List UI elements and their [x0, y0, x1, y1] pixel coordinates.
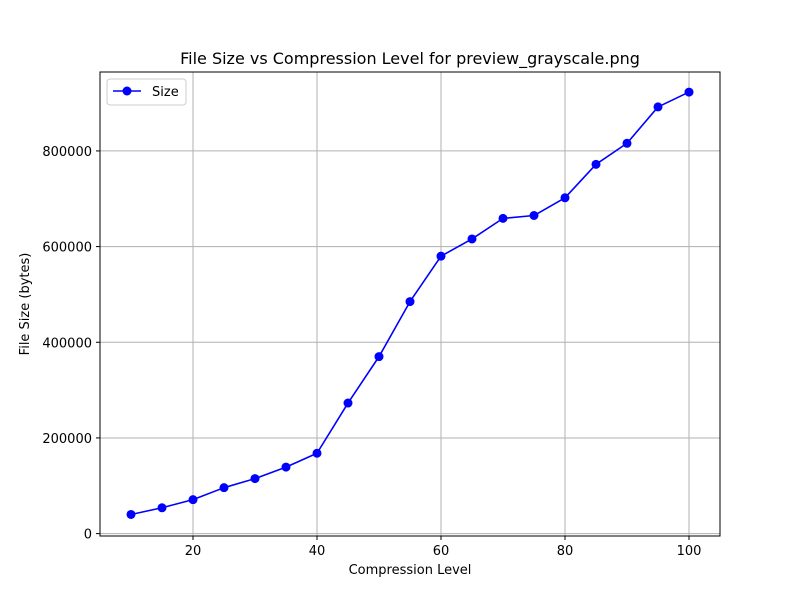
- legend: Size: [106, 78, 187, 106]
- y-axis-label: File Size (bytes): [18, 253, 33, 356]
- y-tick-label: 0: [84, 528, 92, 543]
- data-point: [343, 398, 353, 408]
- series-layer: [126, 87, 694, 519]
- chart-title: File Size vs Compression Level for previ…: [180, 49, 640, 69]
- legend-box: [106, 78, 187, 106]
- data-point: [157, 503, 167, 513]
- data-point: [219, 483, 229, 493]
- data-point: [467, 234, 477, 244]
- data-point: [405, 297, 415, 307]
- x-axis-label: Compression Level: [349, 563, 472, 578]
- plot-frame: [99, 71, 721, 537]
- legend-label-size: Size: [152, 85, 179, 100]
- y-axis-ticks: 0 200000 400000 600000 800000: [42, 145, 100, 543]
- data-point: [498, 213, 508, 223]
- y-tick-label: 200000: [42, 432, 92, 447]
- data-point: [188, 495, 198, 505]
- data-point: [281, 462, 291, 472]
- y-tick-label: 400000: [42, 336, 92, 351]
- x-tick-label: 100: [677, 544, 702, 559]
- legend-marker-swatch: [122, 86, 132, 96]
- x-tick-label: 80: [557, 544, 574, 559]
- y-tick-label: 600000: [42, 241, 92, 256]
- data-point: [436, 251, 446, 261]
- data-point: [126, 509, 136, 519]
- x-tick-label: 20: [185, 544, 202, 559]
- data-point: [250, 474, 260, 484]
- x-tick-label: 60: [433, 544, 450, 559]
- data-point: [312, 448, 322, 458]
- x-tick-label: 40: [309, 544, 326, 559]
- data-point: [653, 102, 663, 112]
- data-point: [374, 352, 384, 362]
- y-tick-label: 800000: [42, 145, 92, 160]
- data-point: [529, 211, 539, 221]
- data-point: [622, 138, 632, 148]
- x-axis-ticks: 20 40 60 80 100: [185, 536, 702, 559]
- data-point: [684, 87, 694, 97]
- data-point: [560, 193, 570, 203]
- grid: [100, 72, 720, 536]
- data-point: [591, 159, 601, 169]
